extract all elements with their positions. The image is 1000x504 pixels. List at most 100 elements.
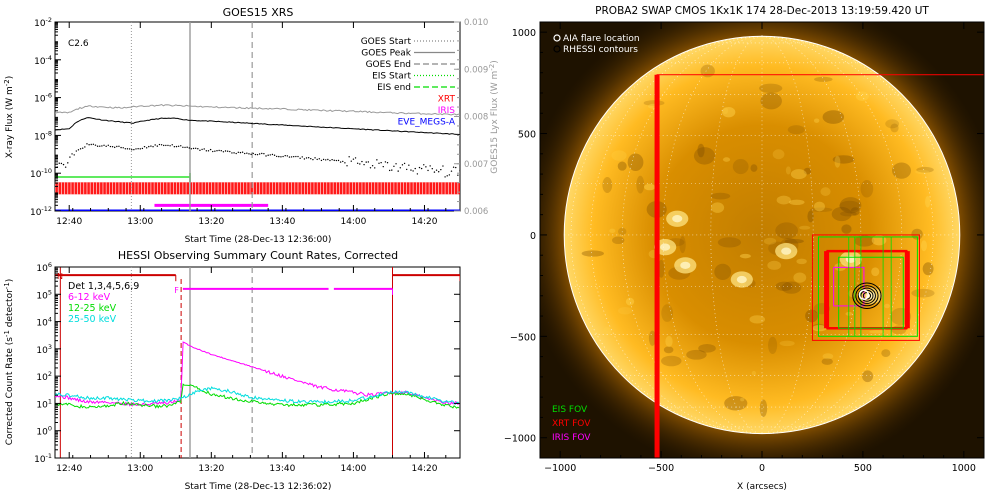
goes-short-channel-point bbox=[180, 145, 182, 147]
coronal-dark-patch bbox=[724, 396, 748, 411]
rhessi-contours bbox=[852, 282, 882, 310]
goes-short-channel-point bbox=[177, 145, 180, 147]
hessi-ylabel-exp: -1 bbox=[3, 330, 11, 337]
eis-fov-box bbox=[838, 256, 904, 329]
goes-short-channel-point bbox=[113, 146, 116, 149]
active-region-core bbox=[736, 275, 747, 284]
coronal-dark-patch bbox=[841, 224, 852, 234]
coronal-bright-patch bbox=[785, 166, 791, 175]
goes-y-tick-label-exp: -2 bbox=[46, 16, 52, 24]
coronal-bright-patch bbox=[925, 196, 931, 208]
coronal-dark-patch bbox=[839, 197, 862, 214]
coronal-dark-patch bbox=[840, 211, 857, 217]
swap-fov-legend-label: EIS FOV bbox=[552, 405, 588, 415]
goes-legend-label: XRT bbox=[438, 95, 456, 105]
goes-short-channel-point bbox=[348, 156, 350, 158]
goes-x-tick-label: 14:00 bbox=[340, 217, 366, 227]
goes-short-channel-point bbox=[103, 144, 105, 146]
goes-short-channel-point bbox=[344, 162, 346, 164]
coronal-bright-patch bbox=[618, 306, 633, 315]
goes-short-channel-point bbox=[271, 153, 274, 156]
coronal-dark-patch bbox=[885, 119, 900, 129]
goes-short-channel-point bbox=[55, 165, 56, 168]
goes-short-channel-point bbox=[199, 149, 201, 152]
hessi-plot-frame bbox=[54, 266, 461, 459]
goes-ylabel: X-ray Flux (W m-2) bbox=[3, 76, 15, 158]
coronal-dark-patch bbox=[657, 259, 665, 278]
coronal-dark-patch bbox=[892, 162, 912, 179]
hessi-y-tick-label-exp: 2 bbox=[48, 370, 52, 378]
swap-title: PROBA2 SWAP CMOS 1Kx1K 174 28-Dec-2013 1… bbox=[595, 5, 929, 17]
goes-short-channel-point bbox=[135, 148, 137, 150]
hessi-y-tick-label-exp: 1 bbox=[48, 397, 52, 405]
hessi-legend-label: 6-12 keV bbox=[68, 292, 111, 303]
goes-short-channel-point bbox=[403, 162, 406, 165]
goes-short-channel-point bbox=[67, 162, 69, 164]
goes-short-channel-point bbox=[220, 149, 222, 152]
goes-short-channel-point bbox=[222, 151, 225, 153]
goes-short-channel-point bbox=[435, 169, 438, 171]
hessi-count-rate-line bbox=[55, 383, 460, 409]
goes-short-channel-point bbox=[399, 167, 402, 169]
coronal-dark-patch bbox=[839, 200, 861, 212]
hessi-y-tick-label-base: 10 bbox=[36, 373, 48, 383]
goes-short-channel-point bbox=[416, 173, 419, 175]
coronal-dark-patch bbox=[891, 325, 907, 335]
goes-short-channel-point bbox=[333, 159, 335, 162]
goes-short-channel-point bbox=[280, 156, 282, 158]
hessi-y-tick-label: 100 bbox=[36, 425, 52, 438]
goes-short-channel-point bbox=[235, 152, 237, 155]
goes-y2-tick-label: 0.010 bbox=[464, 18, 488, 28]
goes-short-channel-point bbox=[297, 155, 299, 158]
goes-short-channel-point bbox=[346, 165, 348, 167]
goes-short-channel-point bbox=[452, 166, 455, 168]
goes-short-channel-point bbox=[82, 147, 84, 149]
goes-y-tick-label: 10-4 bbox=[34, 54, 52, 67]
coronal-dark-patch bbox=[581, 250, 604, 257]
goes-short-channel-point bbox=[365, 161, 367, 163]
goes-short-channel-point bbox=[335, 159, 338, 162]
coronal-dark-patch bbox=[862, 370, 874, 383]
hessi-ylabel-tail: detector bbox=[5, 289, 15, 327]
goes-short-channel-point bbox=[261, 152, 263, 155]
goes-short-channel-point bbox=[101, 145, 103, 147]
coronal-dark-patch bbox=[710, 192, 731, 200]
goes-short-channel-point bbox=[282, 155, 284, 158]
goes-short-channel-point bbox=[171, 144, 173, 146]
coronal-dark-patch bbox=[698, 343, 716, 353]
goes-x-tick-label: 14:20 bbox=[412, 217, 438, 227]
coronal-bright-patch bbox=[813, 201, 825, 212]
goes-short-channel-point bbox=[64, 166, 67, 168]
coronal-dark-patch bbox=[760, 92, 782, 110]
goes-short-channel-point bbox=[167, 144, 169, 147]
goes-short-channel-point bbox=[299, 157, 301, 159]
hessi-x-tick-label: 13:00 bbox=[127, 464, 153, 474]
goes-short-channel-point bbox=[190, 148, 193, 150]
goes-legend-label: EVE_MEGS-A bbox=[398, 118, 456, 128]
goes-short-channel-point bbox=[141, 147, 144, 150]
hessi-legend-label: 12-25 keV bbox=[68, 303, 117, 314]
goes-short-channel-point bbox=[205, 150, 208, 152]
goes-short-channel-point bbox=[160, 144, 163, 146]
goes-short-channel-point bbox=[352, 158, 355, 160]
goes-short-channel-point bbox=[224, 150, 227, 152]
swap-x-tick-label: 1000 bbox=[952, 463, 976, 474]
goes-short-channel-point bbox=[444, 176, 446, 178]
goes-short-channel-point bbox=[433, 171, 436, 173]
swap-legend-label: AIA flare location bbox=[563, 34, 640, 44]
coronal-bright-patch bbox=[822, 353, 834, 360]
coronal-dark-patch bbox=[803, 167, 812, 175]
goes-short-channel-point bbox=[440, 168, 442, 171]
goes-short-channel-point bbox=[397, 170, 399, 172]
coronal-dark-patch bbox=[832, 155, 855, 164]
coronal-dark-patch bbox=[693, 147, 716, 165]
goes-panel: GOES15 XRS 12:40 13:00 13:20 13:40 14:00 14:2… bbox=[3, 6, 500, 245]
swap-x-tick-label: −500 bbox=[648, 463, 674, 474]
goes-short-channel-point bbox=[250, 153, 252, 156]
flare-flag-label: F bbox=[174, 286, 179, 295]
goes-title: GOES15 XRS bbox=[223, 6, 294, 19]
goes-xlabel: Start Time (28-Dec-13 12:36:00) bbox=[185, 235, 332, 245]
goes-short-channel-point bbox=[248, 153, 250, 155]
goes-short-channel-point bbox=[94, 144, 97, 146]
